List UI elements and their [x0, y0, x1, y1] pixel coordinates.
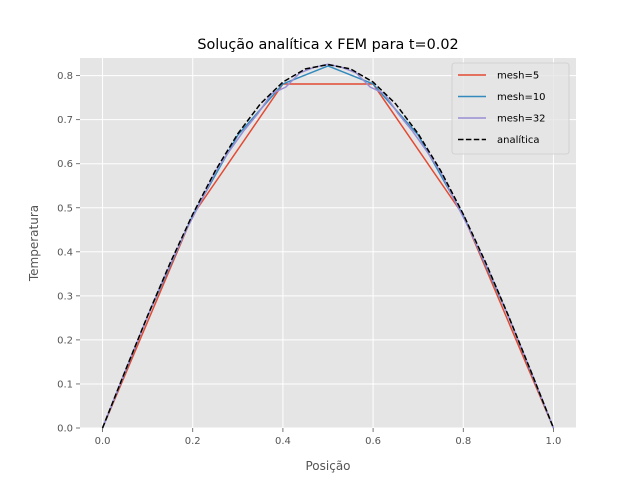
- x-axis: 0.0 0.2 0.4 0.6 0.8 1.0: [95, 428, 562, 447]
- y-tick-label: 0.1: [57, 379, 73, 390]
- y-tick-label: 0.0: [57, 424, 73, 435]
- series-layer: [101, 63, 555, 429]
- x-tick-label: 0.6: [365, 436, 381, 447]
- x-tick-label: 0.0: [95, 436, 111, 447]
- y-axis: 0.0 0.1 0.2 0.3 0.4 0.5 0.6 0.7 0.8: [57, 71, 80, 435]
- grid-lines: [80, 58, 576, 429]
- y-tick-label: 0.3: [57, 291, 73, 302]
- legend: mesh=5 mesh=10 mesh=32 analítica: [451, 62, 570, 155]
- y-tick-label: 0.4: [57, 247, 73, 258]
- legend-label: analítica: [497, 134, 539, 146]
- legend-label: mesh=32: [497, 114, 546, 125]
- y-tick-label: 0.2: [57, 335, 73, 346]
- legend-label: mesh=5: [497, 71, 539, 82]
- y-tick-label: 0.8: [57, 71, 73, 82]
- y-tick-label: 0.7: [57, 115, 73, 126]
- y-tick-label: 0.6: [57, 159, 73, 170]
- y-tick-label: 0.5: [57, 203, 73, 214]
- x-tick-label: 0.8: [455, 436, 471, 447]
- legend-label: mesh=10: [497, 92, 546, 103]
- x-axis-title: Posição: [305, 459, 350, 473]
- legend-box: [451, 62, 570, 155]
- series-line-anal-tica: [101, 63, 555, 429]
- x-tick-label: 0.4: [275, 436, 291, 447]
- y-axis-title: Temperatura: [27, 205, 41, 282]
- x-tick-label: 1.0: [546, 436, 562, 447]
- x-tick-label: 0.2: [185, 436, 201, 447]
- chart-title: Solução analítica x FEM para t=0.02: [197, 37, 458, 53]
